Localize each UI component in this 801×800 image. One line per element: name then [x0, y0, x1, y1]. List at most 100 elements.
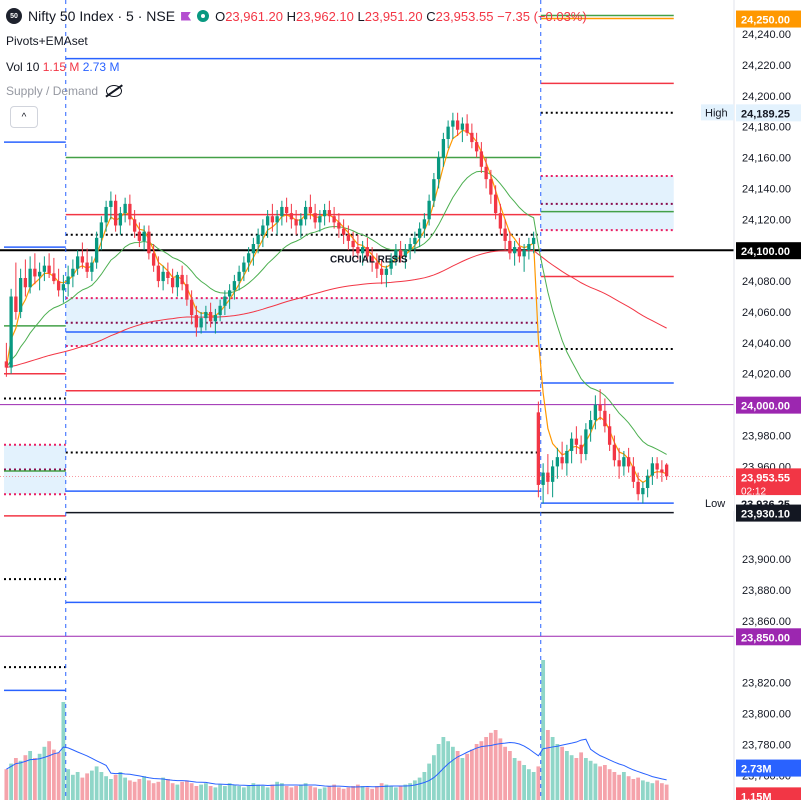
candle-body — [61, 284, 66, 291]
candle-body — [322, 210, 327, 217]
candle — [436, 151, 441, 189]
candle — [560, 441, 564, 470]
candle-body — [375, 262, 379, 269]
volume-bar — [85, 773, 90, 800]
candle-body — [99, 222, 104, 238]
ema-mid-line — [5, 170, 667, 455]
candle — [394, 244, 398, 266]
candle — [322, 203, 327, 226]
candle — [189, 290, 194, 325]
hidden-eye-icon[interactable] — [106, 85, 123, 97]
price-label-box — [736, 396, 801, 414]
candle — [104, 200, 108, 232]
candle-body — [251, 244, 256, 254]
candle-body — [337, 222, 341, 229]
candle — [180, 265, 184, 291]
y-tick-label: 24,020.00 — [742, 369, 791, 381]
volume-bar — [42, 746, 47, 800]
price-label: 24,189.25 — [741, 108, 790, 120]
indicator-pivots-label[interactable]: Pivots+EMAset — [6, 34, 88, 48]
indicator-supply-demand[interactable]: Supply / Demand — [6, 84, 123, 98]
collapse-legend-button[interactable]: ^ — [10, 106, 38, 128]
symbol-title[interactable]: Nifty 50 Index · 5 · NSE — [28, 8, 176, 24]
candle — [118, 206, 123, 235]
candle — [66, 265, 70, 297]
crucial-resis-annotation: CRUCIAL RESIS — [330, 255, 408, 266]
candle-body — [47, 265, 51, 274]
candle — [251, 237, 256, 266]
candle-body — [417, 228, 422, 238]
volume-bar — [636, 777, 641, 800]
volume-bar — [270, 784, 275, 800]
candle-body — [503, 228, 507, 241]
volume-bar — [645, 781, 650, 800]
volume-bar — [531, 772, 536, 800]
candle-body — [227, 290, 232, 297]
candle — [275, 210, 279, 235]
candle-body — [175, 274, 180, 288]
y-tick-label: 24,200.00 — [742, 91, 791, 103]
volume-bar — [474, 744, 479, 800]
volume-bar — [541, 660, 546, 800]
candle-body — [28, 268, 32, 288]
candle-body — [294, 219, 298, 226]
candle-body — [318, 216, 322, 223]
candle-body — [132, 219, 137, 232]
candle-body — [555, 457, 560, 467]
candle — [484, 157, 488, 189]
candle-body — [498, 213, 503, 229]
volume-bar — [403, 784, 408, 800]
candle — [365, 237, 370, 263]
candle-body — [4, 361, 9, 368]
volume-bar — [631, 779, 636, 800]
candle — [422, 213, 427, 238]
candle-body — [71, 268, 75, 277]
volume-bar — [61, 702, 66, 800]
candle-body — [299, 219, 303, 226]
volume-bar — [184, 780, 189, 800]
volume-bar — [583, 758, 588, 800]
candle — [113, 194, 118, 232]
candle — [607, 413, 612, 451]
indicator-volume-label[interactable]: Vol 10 1.15 M 2.73 M — [6, 60, 120, 74]
candle — [204, 305, 208, 331]
candle-body — [199, 318, 203, 328]
candle-body — [360, 247, 365, 254]
candle — [531, 231, 536, 254]
candle-body — [413, 237, 417, 245]
volume-bar — [251, 783, 256, 800]
candle — [175, 271, 180, 297]
y-tick-label: 24,160.00 — [742, 153, 791, 165]
flag-icon[interactable] — [181, 11, 192, 21]
y-tick-label: 23,800.00 — [742, 709, 791, 721]
candle-body — [636, 481, 640, 495]
volume-bar — [194, 786, 199, 800]
volume-bar — [175, 784, 180, 800]
volume-bar — [393, 787, 398, 800]
candle — [660, 460, 664, 482]
candle-body — [123, 203, 127, 214]
candle — [565, 444, 569, 476]
volume-bar — [203, 783, 208, 800]
candle — [42, 256, 47, 282]
candle — [384, 265, 389, 288]
candle-body — [137, 231, 142, 241]
volume-bar — [327, 786, 332, 800]
volume-bar — [9, 763, 14, 800]
candle-body — [218, 305, 222, 316]
candle-body — [142, 231, 146, 241]
price-label-box — [736, 468, 801, 499]
candle — [503, 219, 507, 251]
symbol-legend: 50 Nifty 50 Index · 5 · NSE O23,961.20 H… — [6, 8, 587, 24]
candle — [626, 447, 631, 473]
candle — [493, 185, 498, 220]
candle-body — [626, 457, 631, 467]
candle — [579, 435, 583, 464]
volume-bar — [222, 786, 227, 800]
volume-bar — [360, 786, 365, 800]
volume-bar — [479, 741, 484, 800]
volume-bar — [526, 769, 531, 800]
candle-body — [370, 256, 374, 263]
y-tick-label: 24,220.00 — [742, 60, 791, 72]
